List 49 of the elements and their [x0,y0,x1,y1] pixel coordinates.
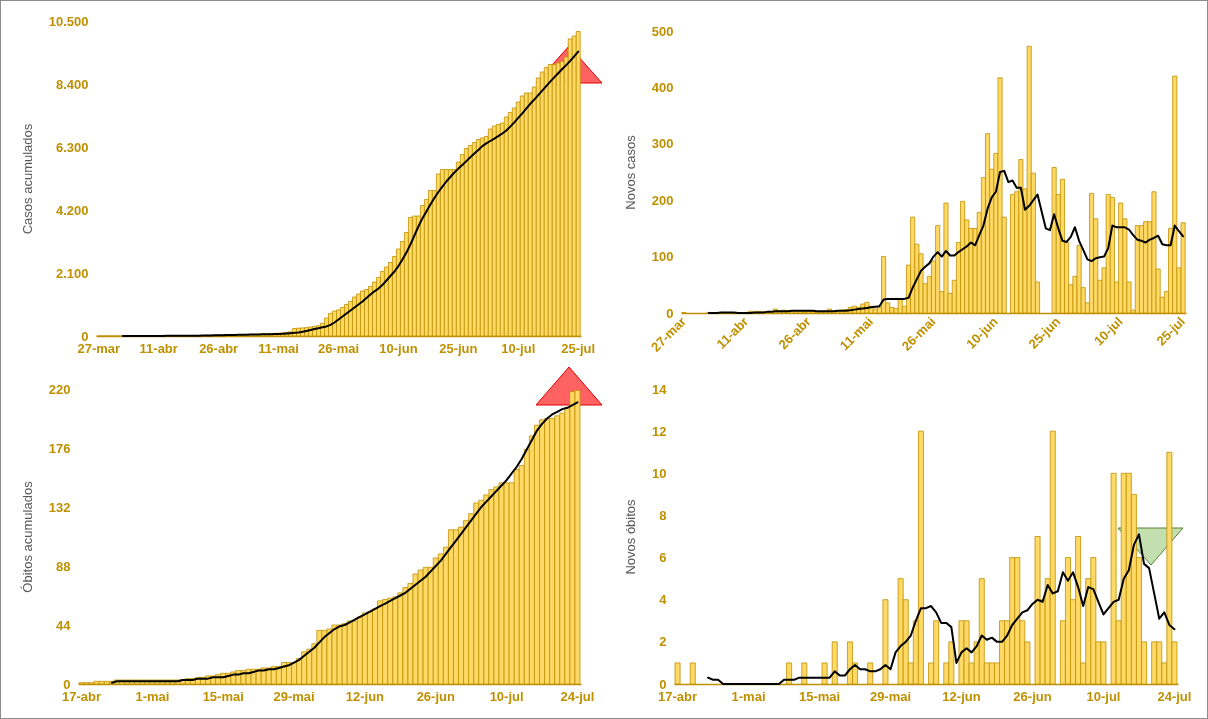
x-tick-label: 1-mai [731,688,766,704]
y-tick-label: 10.500 [48,13,89,29]
y-tick-label: 88 [56,558,71,574]
x-tick-label: 12-jun [345,688,385,704]
x-tick-label: 11-abr [139,340,178,356]
y-axis-title: Novos casos [622,134,638,210]
x-tick-label: 25-jun [439,340,478,356]
x-tick-label: 15-mai [202,688,244,704]
y-tick-label: 176 [48,440,71,456]
y-tick-label: 6.300 [55,139,89,155]
x-tick-label: 15-mai [798,688,841,704]
x-tick-label: 25-jul [561,340,596,356]
y-tick-label: 8 [659,507,667,523]
y-tick-label: 132 [48,499,71,515]
y-tick-label: 14 [652,381,668,397]
y-tick-label: 2.100 [55,265,89,281]
y-tick-label: 44 [56,617,72,633]
y-tick-label: 12 [652,423,667,439]
y-tick-label: 10 [652,465,667,481]
y-tick-label: 8.400 [55,76,89,92]
y-tick-label: 220 [48,381,71,397]
x-tick-label: 12-jun [942,688,981,704]
x-tick-label: 10-jul [489,688,524,704]
x-tick-label: 29-mai [273,688,315,704]
y-tick-label: 4.200 [55,202,89,218]
x-tick-label: 26-mai [317,340,360,356]
y-tick-label: 2 [659,634,667,650]
x-tick-label: 1-mai [135,688,170,704]
x-tick-label: 10-jul [501,340,536,356]
x-tick-label: 24-jul [560,688,595,704]
y-tick-label: 500 [651,23,674,39]
y-axis-title: Óbitos acumulados [19,480,35,593]
y-tick-label: 6 [659,550,667,566]
y-tick-label: 300 [651,136,674,152]
y-axis-title: Novos óbitos [623,498,639,575]
y-tick-label: 0 [666,305,674,321]
y-tick-label: 4 [659,592,668,608]
x-tick-label: 29-mai [869,688,912,704]
x-tick-label: 10-jul [1086,688,1121,704]
y-tick-label: 400 [651,79,674,95]
x-tick-label: 24-jul [1157,688,1192,704]
x-tick-label: 26-jun [416,688,455,704]
x-tick-label: 10-jun [379,340,418,356]
y-tick-label: 200 [651,192,674,208]
x-tick-label: 11-mai [258,340,299,356]
y-axis-title: Casos acumulados [19,123,35,235]
y-tick-label: 100 [651,249,674,265]
x-tick-label: 26-abr [199,340,239,356]
x-tick-label: 26-jun [1013,688,1052,704]
